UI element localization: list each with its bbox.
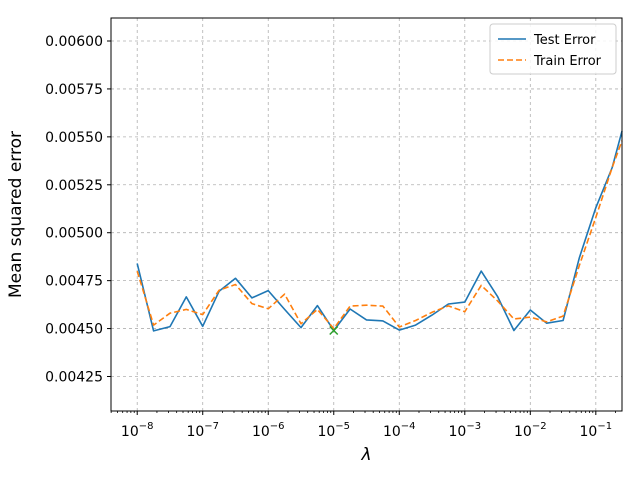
x-tick-exponent: −5 — [335, 421, 350, 432]
y-axis-ticks: 0.00425 0.00450 0.00475 0.00500 0.00525 0.005… — [45, 34, 111, 385]
x-tick-exponent: −7 — [204, 421, 219, 432]
x-axis-ticks: 10−8 10−7 10−6 10−5 10−4 10−3 10−2 10−1 — [121, 411, 612, 440]
plot-frame — [110, 17, 623, 412]
y-tick-label: 0.00500 — [45, 226, 103, 242]
x-tick-label: 10−4 — [383, 421, 416, 440]
x-tick-exponent: −2 — [532, 421, 547, 432]
y-tick-label: 0.00450 — [45, 322, 103, 338]
grid — [111, 18, 622, 411]
legend: Test Error Train Error — [489, 23, 617, 75]
y-axis-title: Mean squared error — [6, 131, 26, 298]
x-tick-label: 10−3 — [448, 421, 481, 440]
series-line-train-error — [136, 140, 623, 330]
series-layer — [136, 130, 623, 332]
x-tick-exponent: −8 — [139, 421, 154, 432]
x-tick-label: 10−2 — [514, 421, 547, 440]
y-tick-label: 0.00525 — [45, 178, 103, 194]
min-marker-stroke — [329, 325, 339, 336]
legend-label: Test Error — [533, 33, 596, 48]
min-marker-x — [329, 325, 339, 336]
x-tick-label: 10−7 — [186, 421, 219, 440]
y-tick-label: 0.00425 — [45, 369, 103, 385]
x-tick-label: 10−6 — [252, 421, 285, 440]
legend-box — [489, 23, 617, 75]
y-tick-label: 0.00600 — [45, 34, 103, 50]
marker-layer — [329, 325, 339, 336]
x-tick-exponent: −3 — [466, 421, 481, 432]
x-tick-exponent: −4 — [401, 421, 416, 432]
y-tick-label: 0.00475 — [45, 274, 103, 290]
series-line-test-error — [136, 130, 623, 332]
x-tick-label: 10−8 — [121, 421, 154, 440]
legend-label: Train Error — [533, 54, 602, 69]
y-tick-label: 0.00575 — [45, 82, 103, 98]
x-tick-exponent: −1 — [597, 421, 612, 432]
y-tick-label: 0.00550 — [45, 130, 103, 146]
x-tick-label: 10−5 — [317, 421, 350, 440]
x-axis-title: λ — [360, 445, 371, 465]
x-tick-exponent: −6 — [270, 421, 285, 432]
x-tick-label: 10−1 — [580, 421, 613, 440]
